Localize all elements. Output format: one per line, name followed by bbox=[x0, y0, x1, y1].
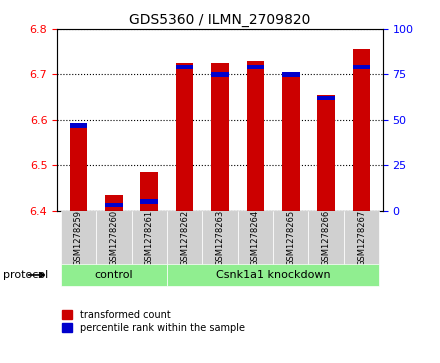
Bar bbox=[70, 123, 87, 127]
Bar bbox=[282, 72, 300, 77]
Bar bbox=[176, 65, 194, 69]
Bar bbox=[353, 65, 370, 69]
FancyBboxPatch shape bbox=[344, 211, 379, 265]
Bar bbox=[282, 72, 300, 211]
FancyBboxPatch shape bbox=[96, 211, 132, 265]
Text: control: control bbox=[95, 270, 133, 280]
Text: GSM1278261: GSM1278261 bbox=[145, 210, 154, 266]
Text: GSM1278262: GSM1278262 bbox=[180, 210, 189, 266]
Bar bbox=[105, 203, 123, 207]
Bar bbox=[140, 199, 158, 204]
Text: GSM1278266: GSM1278266 bbox=[322, 210, 331, 266]
Bar bbox=[317, 96, 335, 100]
Bar bbox=[246, 65, 264, 69]
Bar bbox=[211, 72, 229, 77]
Bar bbox=[246, 61, 264, 211]
FancyBboxPatch shape bbox=[273, 211, 308, 265]
Text: GSM1278260: GSM1278260 bbox=[109, 210, 118, 266]
Text: GSM1278263: GSM1278263 bbox=[216, 210, 224, 266]
Text: GSM1278265: GSM1278265 bbox=[286, 210, 295, 266]
FancyBboxPatch shape bbox=[132, 211, 167, 265]
FancyBboxPatch shape bbox=[167, 211, 202, 265]
Bar bbox=[140, 172, 158, 211]
Bar bbox=[105, 195, 123, 211]
FancyBboxPatch shape bbox=[61, 211, 96, 265]
FancyBboxPatch shape bbox=[167, 264, 379, 286]
Bar bbox=[211, 63, 229, 211]
Text: GSM1278259: GSM1278259 bbox=[74, 210, 83, 266]
FancyBboxPatch shape bbox=[308, 211, 344, 265]
Bar bbox=[176, 63, 194, 211]
Bar bbox=[353, 49, 370, 211]
Legend: transformed count, percentile rank within the sample: transformed count, percentile rank withi… bbox=[62, 310, 245, 333]
FancyBboxPatch shape bbox=[202, 211, 238, 265]
FancyBboxPatch shape bbox=[61, 264, 167, 286]
Text: GSM1278267: GSM1278267 bbox=[357, 210, 366, 266]
Text: Csnk1a1 knockdown: Csnk1a1 knockdown bbox=[216, 270, 330, 280]
FancyBboxPatch shape bbox=[238, 211, 273, 265]
Text: protocol: protocol bbox=[3, 270, 48, 280]
Title: GDS5360 / ILMN_2709820: GDS5360 / ILMN_2709820 bbox=[129, 13, 311, 26]
Bar bbox=[70, 127, 87, 211]
Bar bbox=[317, 95, 335, 211]
Text: GSM1278264: GSM1278264 bbox=[251, 210, 260, 266]
